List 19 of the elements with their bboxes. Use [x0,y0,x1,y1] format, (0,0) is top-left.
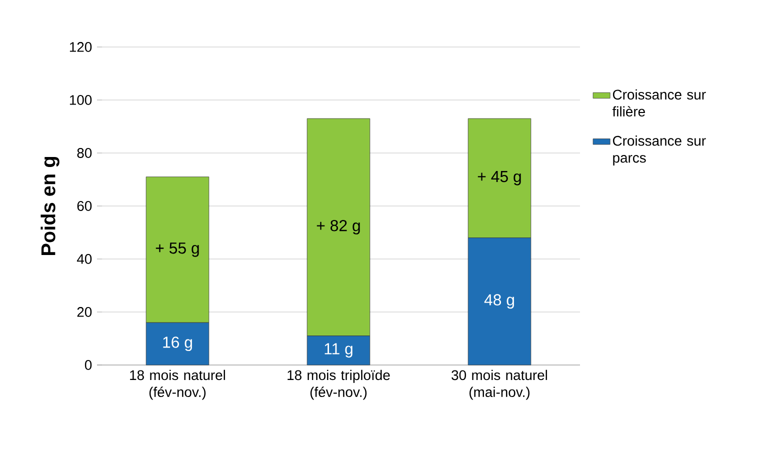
y-tick-label: 40 [76,254,92,264]
legend-label: Croissance sur filière [612,89,706,117]
data-label: 11 g [324,343,352,358]
x-tick-label: 18 mois triploïde (fév-nov.) [288,370,390,400]
y-tick-label: 120 [70,42,92,52]
data-label: 16 g [163,336,192,352]
x-tick-label: 18 mois naturel (fév-nov.) [130,370,226,400]
y-axis-title: Poids en g [40,156,60,256]
legend-label: Croissance sur parcs [612,136,706,166]
data-label: + 82 g [316,220,360,234]
y-tick-label: 80 [77,148,92,158]
data-label: + 45 g [478,171,521,186]
y-tick-label: 100 [70,95,92,105]
y-tick-label: 0 [84,360,92,370]
y-tick-label: 20 [77,307,92,317]
x-tick-label: 30 mois naturel (mai-nov.) [452,370,548,400]
data-label: + 55 g [156,242,199,257]
y-tick-label: 60 [77,201,92,211]
data-label: 48 g [484,294,514,309]
